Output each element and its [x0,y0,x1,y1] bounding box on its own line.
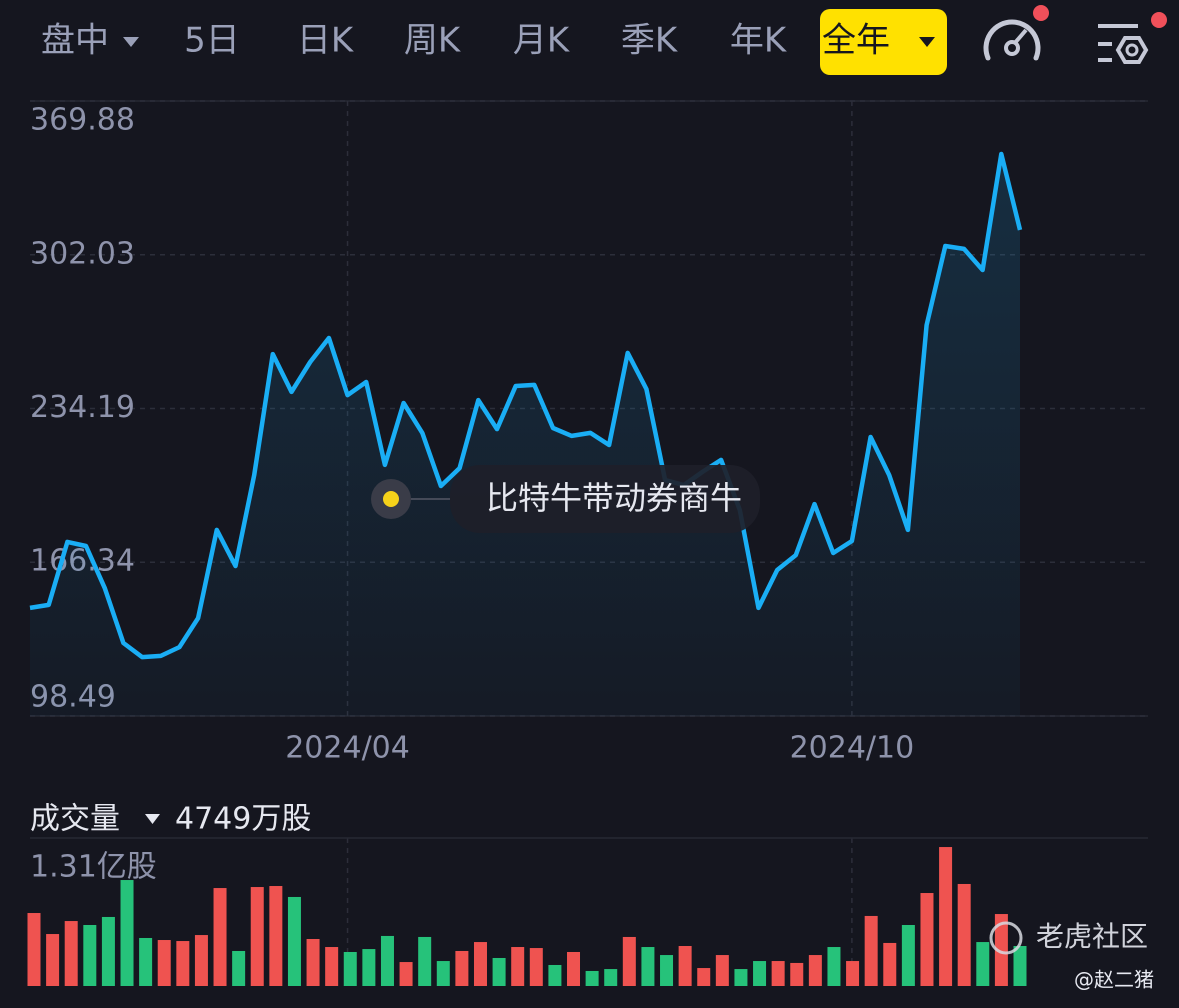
volume-bar [994,914,1008,986]
volume-bar [399,962,413,986]
volume-bar [567,951,581,986]
volume-bar [622,936,636,986]
watermark-brand: 老虎社区 [1036,920,1148,953]
volume-bar [715,955,729,986]
volume-bar [883,942,897,986]
tab[interactable]: 日K [297,21,355,61]
volume-bar [418,936,432,986]
volume-bar [790,962,804,986]
volume-bar [139,937,153,986]
volume-bar [250,887,264,986]
settings-icon[interactable] [1098,12,1167,64]
tab-highlight [820,9,947,75]
volume-bar [64,921,78,986]
annotation-text: 比特牛带动券商牛 [486,479,742,517]
volume-bar [269,886,283,986]
tab[interactable]: 5日 [184,21,240,61]
volume-bar [901,924,915,986]
volume-value: 4749万股 [175,802,311,837]
y-tick-label: 234.19 [30,390,135,425]
volume-bar [976,942,990,986]
annotation[interactable]: 比特牛带动券商牛 [371,465,760,533]
volume-bar [306,939,320,986]
tab[interactable]: 季K [621,21,679,61]
volume-bar [232,950,246,986]
tab[interactable]: 月K [513,21,571,61]
volume-bar [827,947,841,986]
volume-bar [808,955,822,986]
tab[interactable]: 全年 [822,21,890,61]
volume-bar [325,947,339,986]
volume-bar [511,947,525,986]
volume-bar [27,913,41,986]
volume-bar [660,955,674,986]
dropdown-arrow[interactable] [123,37,139,47]
volume-bar [1013,946,1027,986]
volume-bar [343,951,357,986]
dropdown-arrow[interactable] [919,37,935,47]
volume-bar [753,961,767,986]
volume-bar [120,880,134,986]
volume-bar [287,896,301,986]
volume-bar [697,968,711,986]
volume-bar [678,946,692,986]
volume-bar [83,924,97,986]
volume-bar [194,935,208,986]
volume-bar [846,961,860,986]
volume-bar [604,969,618,986]
volume-bar [455,950,469,986]
volume-chart: 成交量 4749万股 1.31亿股 [27,802,1148,986]
watermark: 老虎社区 @赵二猪 [989,920,1154,992]
volume-bar [362,949,376,986]
volume-bar [957,883,971,986]
x-tick-label: 2024/04 [285,731,410,766]
volume-bar [101,916,115,986]
y-tick-label: 1.31亿股 [30,850,157,885]
volume-bar [436,961,450,986]
volume-title: 成交量 [30,802,120,837]
volume-bar [473,942,487,986]
volume-bar [157,940,171,986]
volume-bar [920,893,934,986]
tab[interactable]: 年K [730,21,788,61]
volume-bar [529,948,543,986]
watermark-author: @赵二猪 [1074,968,1154,992]
y-tick-label: 369.88 [30,103,135,138]
y-tick-label: 302.03 [30,236,135,271]
volume-bar [492,957,506,986]
volume-bar [585,970,599,986]
price-line [29,151,1023,660]
volume-bar [548,964,562,986]
price-chart: 369.88302.03234.19166.3498.492024/042024… [29,100,1148,766]
volume-bar [213,888,227,986]
tab[interactable]: 盘中 [41,21,109,61]
area-fill [30,154,1020,716]
speed-icon[interactable] [983,5,1049,61]
toolbar: 盘中 5日 日K 周K 月K 季K 年K 全年 [41,9,947,75]
volume-bar [771,961,785,986]
volume-bar [46,934,60,986]
volume-bar [734,969,748,986]
volume-bar [864,915,878,986]
volume-bar [641,947,655,986]
volume-bar [939,847,953,986]
x-tick-label: 2024/10 [790,731,915,766]
volume-bar [176,941,190,986]
volume-bar [380,935,394,986]
tab[interactable]: 周K [404,21,462,61]
dropdown-arrow[interactable] [145,814,160,824]
